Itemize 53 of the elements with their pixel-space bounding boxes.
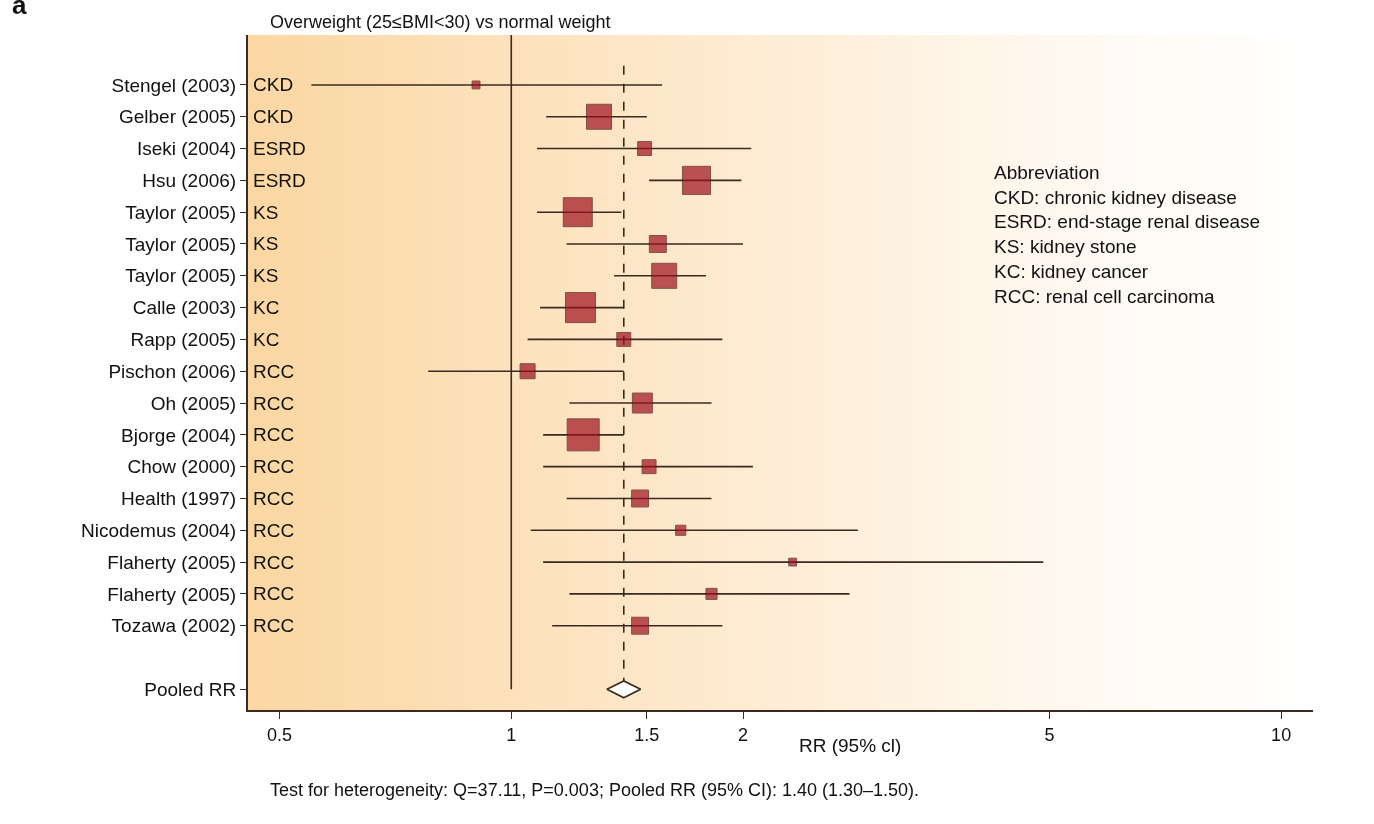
y2-tick-label: KC — [253, 329, 280, 350]
y-tick-label: Tozawa (2002) — [111, 615, 237, 637]
x-tick-label: 2 — [738, 724, 749, 745]
text: a — [12, 0, 27, 20]
y2-tick-label: RCC — [253, 583, 295, 604]
y2-tick-label: RCC — [253, 488, 295, 509]
y-tick-label: Flaherty (2005) — [107, 551, 237, 573]
x-tick-label: 5 — [1044, 724, 1055, 745]
y-tick-label: Oh (2005) — [150, 392, 237, 414]
annotation: KC: kidney cancer — [994, 260, 1149, 282]
y-tick-label: Health (1997) — [121, 488, 237, 510]
y-tick-label: Pischon (2006) — [108, 360, 237, 382]
y-tick-label: Chow (2000) — [127, 456, 237, 478]
y2-tick-label: ESRD — [253, 170, 306, 191]
x-tick-label: 1.5 — [634, 724, 660, 745]
y-tick-label: Calle (2003) — [132, 297, 237, 319]
y2-tick-label: KC — [253, 297, 280, 318]
y-tick-label: Taylor (2005) — [125, 233, 237, 255]
y-tick-label: Pooled RR — [144, 678, 237, 700]
annotation: RCC: renal cell carcinoma — [994, 285, 1216, 307]
y2-tick-label: RCC — [253, 456, 295, 477]
y-tick-label: Stengel (2003) — [111, 74, 237, 96]
y-tick-label: Nicodemus (2004) — [80, 519, 237, 541]
y-tick-label: Rapp (2005) — [130, 329, 237, 351]
text: Test for heterogeneity: Q=37.11, P=0.003; Pooled RR (95% CI): 1.40 (1.30–1.50). — [270, 780, 920, 800]
x-tick-label: 0.5 — [267, 724, 293, 745]
y-tick-label: Taylor (2005) — [125, 201, 237, 223]
annotation: KS: kidney stone — [994, 236, 1137, 258]
y2-tick-label: RCC — [253, 520, 295, 541]
y-tick-label: Hsu (2006) — [142, 170, 237, 192]
y2-tick-label: KS — [253, 202, 279, 223]
y2-tick-label: RCC — [253, 393, 295, 414]
annotation: CKD: chronic kidney disease — [994, 186, 1237, 208]
y-tick-label: Gelber (2005) — [118, 106, 237, 128]
y2-tick-label: KS — [253, 265, 279, 286]
annotation: ESRD: end-stage renal disease — [994, 211, 1261, 233]
y2-tick-label: CKD — [253, 106, 294, 127]
y-tick-label: Bjorge (2004) — [121, 424, 237, 446]
y2-tick-label: RCC — [253, 552, 295, 573]
y2-tick-label: RCC — [253, 615, 295, 636]
x-tick-label: 1 — [506, 724, 517, 745]
y2-tick-label: RCC — [253, 424, 295, 445]
annotation: Abbreviation — [994, 162, 1100, 183]
y2-tick-label: RCC — [253, 361, 295, 382]
x-tick-label: 10 — [1271, 724, 1292, 745]
chart-title: Overweight (25≤BMI<30) vs normal weight — [270, 12, 611, 33]
y2-tick-label: KS — [253, 233, 279, 254]
x-axis-title: RR (95% cl) — [799, 735, 902, 756]
y-tick-label: Flaherty (2005) — [107, 583, 237, 605]
y2-tick-label: ESRD — [253, 138, 306, 159]
y-tick-label: Taylor (2005) — [125, 265, 237, 287]
y2-tick-label: CKD — [253, 74, 294, 95]
y-tick-label: Iseki (2004) — [136, 138, 237, 160]
